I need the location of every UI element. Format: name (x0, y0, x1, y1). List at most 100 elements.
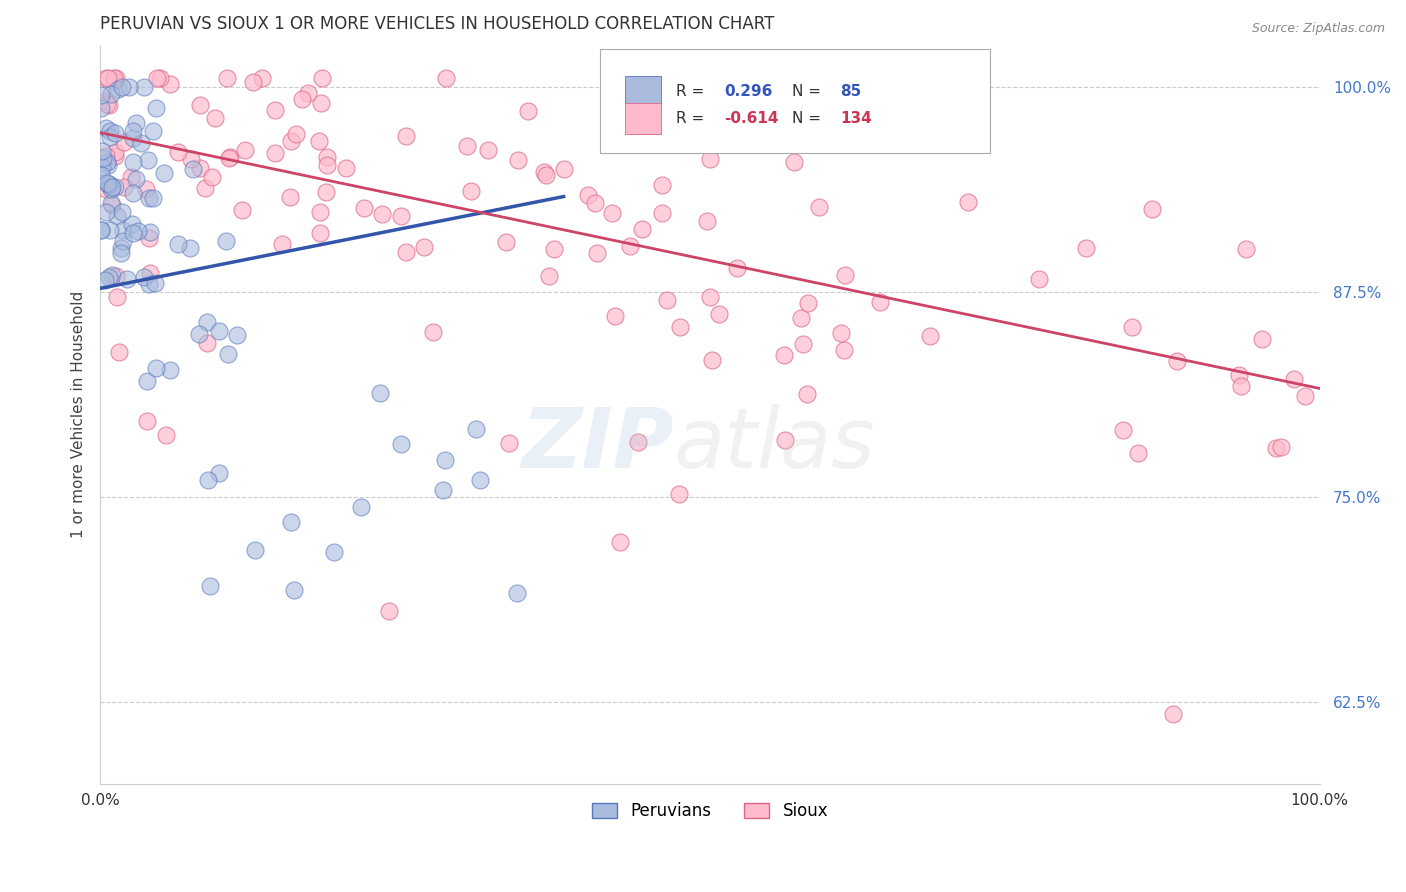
Point (537, 268, 560, 283)
Point (280, 515, 302, 529)
Point (112, 235, 135, 249)
Point (264, 103, 287, 118)
Point (651, 178, 673, 193)
Point (90, 168, 112, 182)
Point (143, 276, 166, 290)
Point (96, 176, 118, 190)
Point (389, 209, 412, 223)
Point (586, 246, 609, 260)
Point (145, 361, 167, 376)
Point (96, 94, 118, 108)
Point (1028, 272, 1050, 286)
Point (115, 272, 138, 286)
Point (335, 161, 357, 175)
Point (432, 483, 454, 497)
Point (121, 217, 143, 231)
Text: 0.296: 0.296 (724, 84, 773, 99)
Point (197, 473, 219, 487)
Point (669, 319, 692, 334)
Point (96, 97, 118, 112)
Point (136, 153, 159, 167)
Point (136, 414, 159, 428)
Point (97, 177, 120, 191)
Point (90, 223, 112, 237)
Point (105, 290, 128, 304)
Point (127, 224, 149, 238)
Point (122, 186, 145, 200)
Point (122, 154, 145, 169)
Point (188, 161, 211, 175)
Point (103, 148, 125, 162)
Point (619, 239, 641, 253)
Point (96, 71, 118, 86)
Point (122, 131, 145, 145)
Point (97, 270, 120, 285)
Point (655, 293, 678, 307)
Point (477, 143, 499, 157)
Point (136, 374, 159, 388)
Point (456, 138, 478, 153)
Point (110, 245, 132, 260)
Point (395, 129, 418, 144)
Point (508, 153, 530, 167)
Point (308, 134, 330, 148)
Point (218, 151, 240, 165)
Point (270, 236, 292, 251)
Point (233, 143, 256, 157)
Point (208, 466, 231, 480)
Point (553, 162, 575, 177)
Point (696, 214, 718, 228)
Point (155, 428, 177, 442)
FancyBboxPatch shape (624, 103, 661, 134)
Point (291, 92, 314, 106)
Point (139, 266, 162, 280)
Point (104, 180, 127, 194)
Point (725, 260, 748, 275)
Point (627, 435, 650, 450)
Point (498, 436, 520, 450)
Point (280, 135, 302, 149)
Point (309, 226, 332, 240)
Point (707, 307, 730, 321)
Point (98, 98, 121, 112)
Text: 134: 134 (841, 112, 872, 127)
Point (94, 273, 117, 287)
Point (600, 206, 623, 220)
Point (91, 161, 114, 175)
Point (422, 325, 444, 339)
Point (96, 121, 118, 136)
Text: ZIP: ZIP (520, 404, 673, 484)
Point (215, 234, 238, 248)
Point (630, 222, 652, 236)
Point (1270, 440, 1292, 454)
Point (104, 145, 127, 159)
Point (460, 184, 482, 198)
Point (149, 71, 172, 86)
Point (773, 348, 796, 362)
Point (90, 144, 112, 158)
Point (869, 294, 891, 309)
Point (145, 101, 167, 115)
Point (141, 191, 163, 205)
FancyBboxPatch shape (600, 49, 990, 153)
Point (505, 585, 527, 599)
Point (112, 180, 135, 194)
Text: Source: ZipAtlas.com: Source: ZipAtlas.com (1251, 22, 1385, 36)
Point (125, 116, 148, 130)
Point (90, 222, 112, 236)
Point (111, 205, 134, 219)
Text: R =: R = (676, 84, 704, 99)
Point (517, 103, 540, 118)
Point (138, 191, 160, 205)
Point (122, 226, 145, 240)
Text: 85: 85 (841, 84, 862, 99)
Point (167, 236, 190, 251)
Text: atlas: atlas (673, 404, 875, 484)
Point (103, 71, 125, 86)
Point (322, 545, 344, 559)
Point (1294, 389, 1316, 403)
Point (433, 452, 456, 467)
Point (100, 182, 122, 196)
Point (242, 75, 264, 89)
Point (790, 310, 813, 325)
